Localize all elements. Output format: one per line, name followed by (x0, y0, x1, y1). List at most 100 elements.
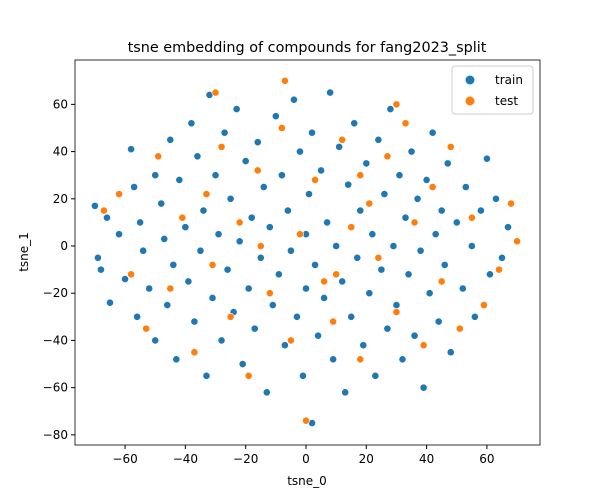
point-train (151, 171, 160, 180)
point-train (133, 312, 142, 321)
point-train (470, 312, 479, 321)
x-tick-label: 40 (419, 452, 434, 466)
point-test (302, 416, 310, 425)
point-train (320, 294, 328, 302)
plot-frame (74, 59, 541, 446)
point-train (130, 183, 139, 191)
point-train (202, 371, 211, 380)
point-train (389, 242, 398, 250)
point-train (461, 183, 470, 191)
y-tick-label: −60 (43, 381, 68, 395)
point-train (398, 355, 407, 364)
point-test (296, 230, 304, 239)
point-train (283, 206, 292, 215)
point-train (277, 171, 286, 180)
point-train (329, 355, 338, 364)
point-train (280, 341, 289, 350)
point-train (208, 294, 217, 302)
point-test (513, 237, 521, 246)
point-train (121, 275, 129, 283)
point-train (317, 166, 325, 175)
point-train (127, 145, 135, 154)
point-train (416, 246, 425, 255)
point-train (299, 371, 307, 380)
point-train (145, 284, 154, 293)
point-train (139, 246, 148, 255)
point-train (374, 135, 383, 144)
point-train (353, 253, 362, 262)
x-axis: −60 −40 −20 0 20 40 60 (112, 445, 495, 466)
point-train (256, 253, 265, 262)
point-train (365, 289, 374, 298)
point-train (404, 270, 413, 279)
y-tick-label: −40 (43, 333, 68, 347)
point-train (290, 95, 298, 104)
point-test (217, 142, 226, 151)
point-train (504, 223, 512, 232)
point-train (422, 176, 431, 184)
point-train (311, 260, 319, 269)
x-tick-label: −60 (112, 452, 137, 466)
point-train (368, 230, 377, 239)
y-axis: −80 −60 −40 −20 0 20 40 60 (43, 97, 75, 442)
point-train (271, 112, 280, 121)
point-train (214, 230, 223, 239)
x-tick-label: 20 (359, 452, 374, 466)
point-train (362, 159, 371, 168)
point-train (184, 277, 193, 286)
point-train (217, 336, 226, 345)
point-test (211, 88, 220, 97)
point-train (187, 119, 196, 128)
point-train (235, 237, 244, 246)
point-test (178, 213, 187, 222)
point-test (401, 119, 410, 128)
point-train (371, 371, 380, 380)
point-test (446, 142, 455, 151)
point-train (296, 147, 304, 156)
y-tick-label: 60 (53, 97, 68, 111)
point-train (377, 265, 386, 274)
point-train (175, 176, 184, 184)
point-train (226, 194, 235, 203)
point-train (383, 324, 392, 333)
point-train (350, 119, 359, 128)
point-train (181, 223, 190, 232)
point-train (199, 206, 208, 215)
point-train (380, 190, 389, 198)
point-train (196, 246, 205, 255)
point-train (302, 284, 310, 293)
point-train (262, 388, 271, 397)
point-train (163, 301, 172, 309)
point-train (157, 199, 166, 208)
legend: train test (451, 65, 534, 115)
point-train (97, 265, 105, 274)
point-train (136, 218, 145, 227)
point-train (347, 312, 356, 321)
point-train (274, 270, 283, 279)
point-test (329, 317, 338, 326)
point-test (480, 301, 488, 309)
point-train (452, 218, 461, 227)
point-train (232, 105, 241, 113)
point-train (103, 213, 111, 222)
point-train (392, 301, 401, 309)
point-train (323, 218, 332, 227)
point-train (458, 284, 467, 293)
point-test (208, 260, 217, 269)
point-train (467, 242, 476, 250)
point-test (428, 183, 437, 191)
point-train (160, 235, 169, 243)
legend-label-test: test (495, 94, 518, 108)
point-train (293, 312, 301, 321)
point-train (395, 171, 404, 180)
point-train (265, 223, 274, 232)
point-train (335, 142, 344, 151)
point-test (410, 218, 419, 227)
point-train (287, 246, 295, 255)
y-axis-label: tsne_1 (17, 232, 31, 272)
point-train (413, 194, 422, 203)
point-train (253, 138, 262, 147)
point-train (476, 206, 485, 215)
